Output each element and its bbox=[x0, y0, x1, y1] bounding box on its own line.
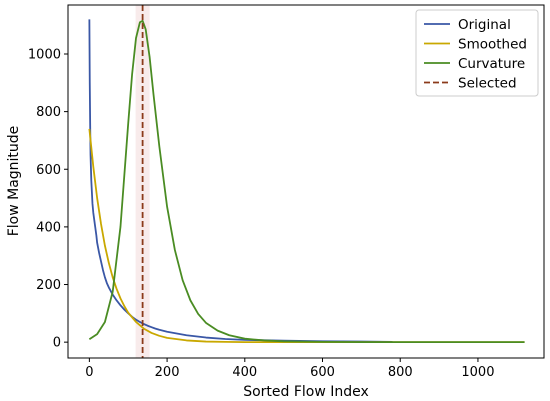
plot-frame bbox=[67, 4, 545, 359]
y-tick-label: 400 bbox=[36, 220, 61, 235]
y-tick-label: 200 bbox=[36, 278, 61, 293]
x-axis: 0 200 400 600 800 1000 bbox=[85, 358, 494, 380]
y-tick-label: 1000 bbox=[28, 47, 61, 62]
y-tick-label: 600 bbox=[36, 163, 61, 178]
x-tick-label: 1000 bbox=[461, 365, 494, 380]
y-tick-label: 0 bbox=[53, 336, 61, 351]
legend-label: Smoothed bbox=[458, 37, 527, 53]
x-tick-label: 400 bbox=[232, 365, 257, 380]
series-line-original bbox=[88, 19, 393, 343]
legend-label: Original bbox=[458, 17, 511, 33]
legend: Original Smoothed Curvature Selected bbox=[415, 9, 539, 97]
x-axis-label: Sorted Flow Index bbox=[243, 384, 369, 400]
legend-label: Curvature bbox=[458, 56, 525, 72]
series-layer bbox=[88, 19, 525, 344]
x-tick-label: 600 bbox=[310, 365, 335, 380]
x-tick-label: 200 bbox=[155, 365, 180, 380]
series-line-curvature bbox=[88, 19, 525, 344]
legend-label: Selected bbox=[458, 76, 517, 92]
x-tick-label: 800 bbox=[388, 365, 413, 380]
y-axis-label: Flow Magnitude bbox=[6, 126, 22, 237]
x-tick-label: 0 bbox=[85, 365, 93, 380]
y-tick-label: 800 bbox=[36, 105, 61, 120]
y-axis: 0 200 400 600 800 1000 bbox=[28, 47, 68, 351]
legend-box bbox=[415, 9, 539, 97]
